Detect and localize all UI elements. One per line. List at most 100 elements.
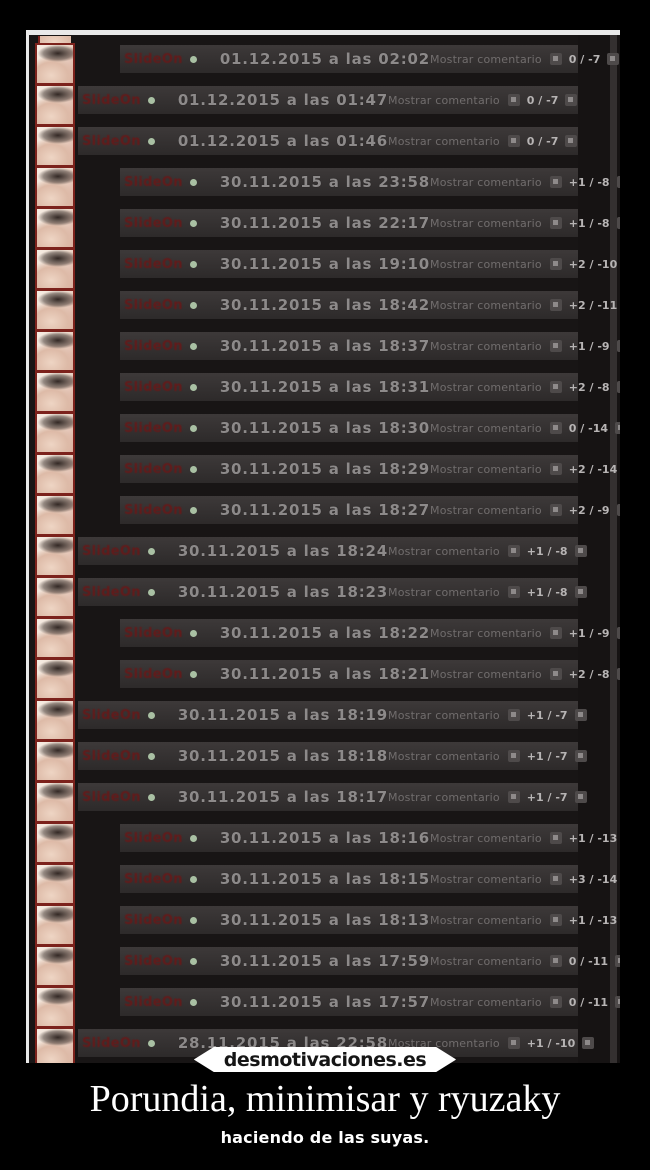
show-comment-link[interactable]: Mostrar comentario: [388, 134, 500, 148]
thumb-down-icon[interactable]: [616, 627, 620, 639]
username-link[interactable]: SlideOn: [82, 543, 141, 559]
thumb-down-icon[interactable]: [615, 955, 620, 967]
show-comment-link[interactable]: Mostrar comentario: [430, 995, 542, 1009]
show-comment-link[interactable]: Mostrar comentario: [388, 544, 500, 558]
username-link[interactable]: SlideOn: [124, 338, 183, 354]
show-comment-link[interactable]: Mostrar comentario: [388, 790, 500, 804]
show-comment-link[interactable]: Mostrar comentario: [388, 708, 500, 722]
thumb-up-icon[interactable]: [507, 709, 520, 721]
user-avatar[interactable]: [35, 699, 75, 741]
user-avatar[interactable]: [35, 494, 75, 536]
scrollbar[interactable]: [610, 35, 617, 1063]
thumb-down-icon[interactable]: [616, 668, 620, 680]
show-comment-link[interactable]: Mostrar comentario: [430, 52, 542, 66]
thumb-up-icon[interactable]: [549, 381, 562, 393]
thumb-up-icon[interactable]: [549, 504, 562, 516]
username-link[interactable]: SlideOn: [124, 625, 183, 641]
user-avatar[interactable]: [35, 740, 75, 782]
username-link[interactable]: SlideOn: [124, 379, 183, 395]
username-link[interactable]: SlideOn: [82, 1035, 141, 1051]
username-link[interactable]: SlideOn: [124, 420, 183, 436]
show-comment-link[interactable]: Mostrar comentario: [430, 503, 542, 517]
thumb-up-icon[interactable]: [549, 422, 562, 434]
thumb-down-icon[interactable]: [574, 586, 587, 598]
show-comment-link[interactable]: Mostrar comentario: [430, 257, 542, 271]
thumb-down-icon[interactable]: [565, 94, 578, 106]
username-link[interactable]: SlideOn: [82, 133, 141, 149]
username-link[interactable]: SlideOn: [124, 215, 183, 231]
thumb-up-icon[interactable]: [507, 1037, 520, 1049]
user-avatar[interactable]: [35, 1027, 75, 1063]
thumb-up-icon[interactable]: [549, 258, 562, 270]
user-avatar[interactable]: [35, 658, 75, 700]
show-comment-link[interactable]: Mostrar comentario: [430, 380, 542, 394]
username-link[interactable]: SlideOn: [124, 461, 183, 477]
username-link[interactable]: SlideOn: [82, 707, 141, 723]
user-avatar[interactable]: [35, 125, 75, 167]
thumb-up-icon[interactable]: [507, 545, 520, 557]
user-avatar[interactable]: [35, 84, 75, 126]
thumb-down-icon[interactable]: [616, 176, 620, 188]
show-comment-link[interactable]: Mostrar comentario: [430, 913, 542, 927]
user-avatar[interactable]: [35, 207, 75, 249]
thumb-down-icon[interactable]: [574, 545, 587, 557]
thumb-up-icon[interactable]: [549, 832, 562, 844]
thumb-down-icon[interactable]: [574, 791, 587, 803]
thumb-down-icon[interactable]: [574, 750, 587, 762]
show-comment-link[interactable]: Mostrar comentario: [388, 749, 500, 763]
username-link[interactable]: SlideOn: [124, 666, 183, 682]
user-avatar[interactable]: [35, 330, 75, 372]
thumb-down-icon[interactable]: [565, 135, 578, 147]
show-comment-link[interactable]: Mostrar comentario: [430, 462, 542, 476]
user-avatar[interactable]: [35, 986, 75, 1028]
thumb-up-icon[interactable]: [549, 340, 562, 352]
thumb-down-icon[interactable]: [615, 422, 620, 434]
user-avatar[interactable]: [35, 945, 75, 987]
username-link[interactable]: SlideOn: [124, 994, 183, 1010]
thumb-up-icon[interactable]: [507, 135, 520, 147]
show-comment-link[interactable]: Mostrar comentario: [430, 216, 542, 230]
thumb-down-icon[interactable]: [616, 217, 620, 229]
thumb-down-icon[interactable]: [616, 504, 620, 516]
show-comment-link[interactable]: Mostrar comentario: [430, 339, 542, 353]
thumb-up-icon[interactable]: [507, 586, 520, 598]
thumb-up-icon[interactable]: [549, 627, 562, 639]
show-comment-link[interactable]: Mostrar comentario: [430, 954, 542, 968]
username-link[interactable]: SlideOn: [82, 789, 141, 805]
username-link[interactable]: SlideOn: [82, 584, 141, 600]
thumb-up-icon[interactable]: [549, 873, 562, 885]
thumb-up-icon[interactable]: [549, 53, 562, 65]
user-avatar[interactable]: [35, 822, 75, 864]
thumb-down-icon[interactable]: [582, 1037, 595, 1049]
show-comment-link[interactable]: Mostrar comentario: [430, 831, 542, 845]
user-avatar[interactable]: [35, 371, 75, 413]
show-comment-link[interactable]: Mostrar comentario: [388, 585, 500, 599]
thumb-down-icon[interactable]: [615, 996, 620, 1008]
username-link[interactable]: SlideOn: [124, 51, 183, 67]
username-link[interactable]: SlideOn: [124, 830, 183, 846]
thumb-up-icon[interactable]: [549, 176, 562, 188]
show-comment-link[interactable]: Mostrar comentario: [430, 626, 542, 640]
thumb-down-icon[interactable]: [574, 709, 587, 721]
show-comment-link[interactable]: Mostrar comentario: [430, 872, 542, 886]
username-link[interactable]: SlideOn: [124, 174, 183, 190]
user-avatar[interactable]: [35, 617, 75, 659]
thumb-up-icon[interactable]: [549, 914, 562, 926]
username-link[interactable]: SlideOn: [124, 871, 183, 887]
user-avatar[interactable]: [35, 781, 75, 823]
user-avatar[interactable]: [35, 289, 75, 331]
thumb-down-icon[interactable]: [616, 340, 620, 352]
user-avatar[interactable]: [35, 453, 75, 495]
show-comment-link[interactable]: Mostrar comentario: [388, 93, 500, 107]
username-link[interactable]: SlideOn: [124, 502, 183, 518]
show-comment-link[interactable]: Mostrar comentario: [430, 421, 542, 435]
show-comment-link[interactable]: Mostrar comentario: [430, 667, 542, 681]
user-avatar[interactable]: [35, 535, 75, 577]
thumb-up-icon[interactable]: [549, 463, 562, 475]
username-link[interactable]: SlideOn: [124, 297, 183, 313]
thumb-up-icon[interactable]: [549, 217, 562, 229]
show-comment-link[interactable]: Mostrar comentario: [430, 175, 542, 189]
thumb-up-icon[interactable]: [507, 94, 520, 106]
username-link[interactable]: SlideOn: [82, 748, 141, 764]
thumb-down-icon[interactable]: [607, 53, 620, 65]
